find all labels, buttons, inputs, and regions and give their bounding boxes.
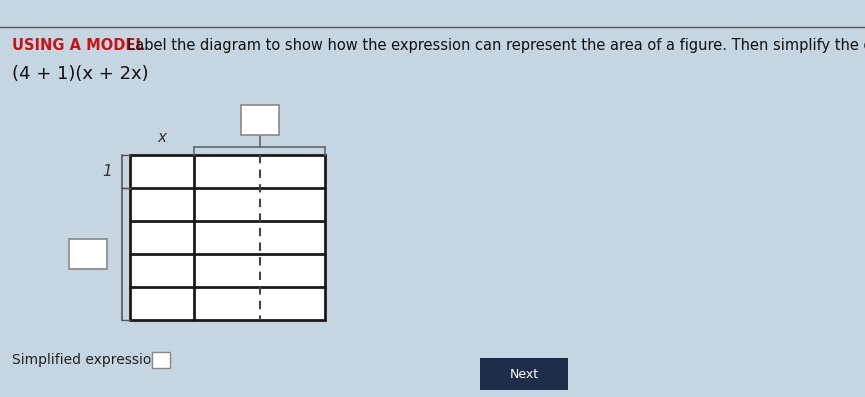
Text: x: x bbox=[157, 129, 167, 145]
Text: (4 + 1)(x + 2x): (4 + 1)(x + 2x) bbox=[12, 65, 149, 83]
Bar bbox=[240, 105, 279, 135]
Bar bbox=[130, 155, 325, 320]
Text: 1: 1 bbox=[102, 164, 112, 179]
Text: Label the diagram to show how the expression can represent the area of a figure.: Label the diagram to show how the expres… bbox=[118, 38, 865, 53]
Text: Next: Next bbox=[509, 368, 539, 380]
Bar bbox=[130, 155, 325, 320]
Bar bbox=[69, 239, 107, 269]
Bar bbox=[480, 358, 568, 390]
Text: USING A MODEL: USING A MODEL bbox=[12, 38, 144, 53]
Text: Simplified expression:: Simplified expression: bbox=[12, 353, 164, 367]
Bar bbox=[152, 352, 170, 368]
